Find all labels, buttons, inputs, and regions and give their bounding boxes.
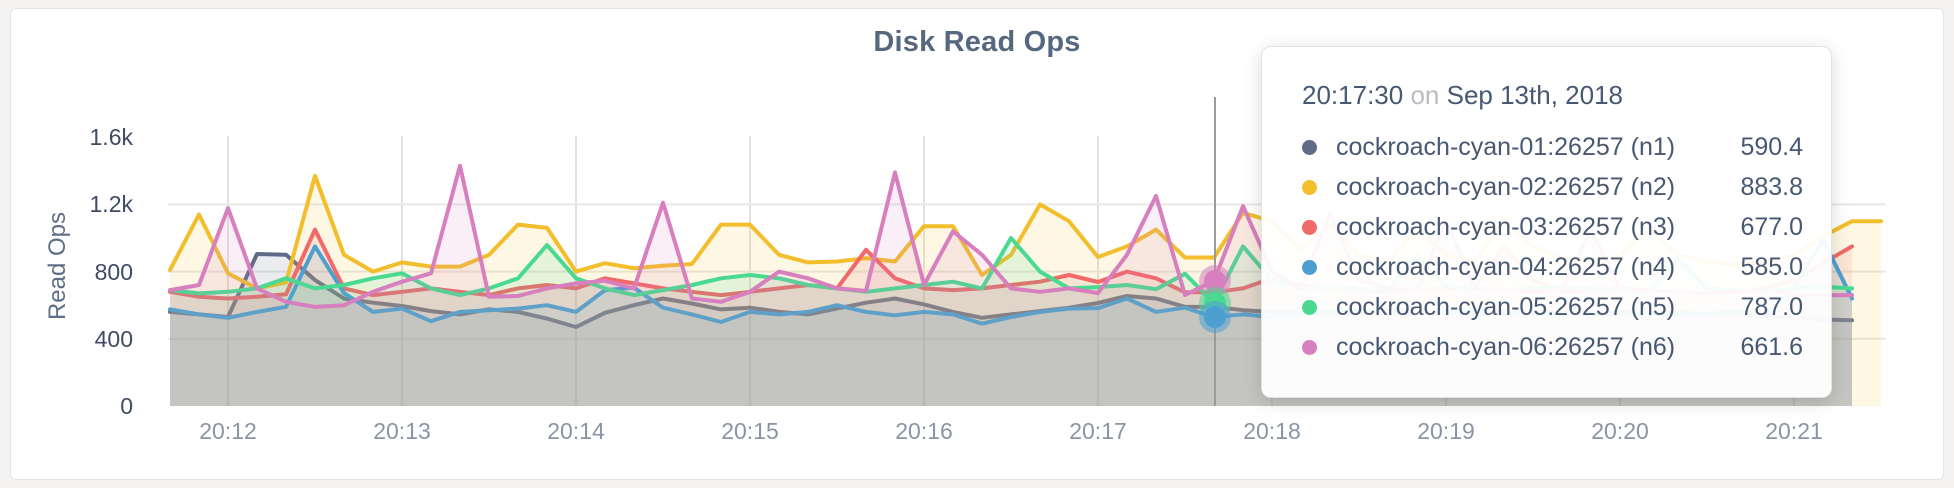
tooltip-rows: cockroach-cyan-01:26257 (n1) 590.4 cockr… <box>1302 127 1803 367</box>
y-tick-0: 0 <box>120 393 133 419</box>
y-tick-400: 400 <box>94 325 133 352</box>
series-color-dot-icon <box>1302 339 1317 355</box>
series-color-dot-icon <box>1302 259 1317 275</box>
series-label: cockroach-cyan-03:26257 (n3) <box>1336 212 1676 241</box>
series-label: cockroach-cyan-02:26257 (n2) <box>1336 172 1676 201</box>
y-tick-800: 800 <box>94 258 133 285</box>
tooltip-series-row: cockroach-cyan-05:26257 (n5) 787.0 <box>1302 287 1803 327</box>
hover-tooltip: 20:17:30 on Sep 13th, 2018 cockroach-cya… <box>1261 46 1832 398</box>
tooltip-header: 20:17:30 on Sep 13th, 2018 <box>1302 77 1803 113</box>
tooltip-conjunction: on <box>1410 80 1440 110</box>
x-tick-20:14: 20:14 <box>547 418 605 444</box>
x-tick-20:13: 20:13 <box>373 418 431 444</box>
tooltip-series-row: cockroach-cyan-06:26257 (n6) 661.6 <box>1302 327 1803 367</box>
y-tick-1.6k: 1.6k <box>89 124 133 151</box>
x-tick-20:17: 20:17 <box>1069 418 1127 444</box>
x-tick-20:21: 20:21 <box>1765 418 1823 444</box>
series-value: 677.0 <box>1740 212 1803 241</box>
tooltip-series-row: cockroach-cyan-03:26257 (n3) 677.0 <box>1302 207 1803 247</box>
series-value: 585.0 <box>1740 252 1803 281</box>
series-label: cockroach-cyan-01:26257 (n1) <box>1336 132 1676 161</box>
series-value: 661.6 <box>1740 332 1803 361</box>
x-tick-20:15: 20:15 <box>721 418 779 444</box>
hover-dot[interactable] <box>1204 306 1226 328</box>
series-color-dot-icon <box>1302 179 1317 195</box>
series-color-dot-icon <box>1302 219 1317 235</box>
tooltip-date: Sep 13th, 2018 <box>1446 80 1623 110</box>
chart-title: Disk Read Ops <box>873 26 1081 58</box>
series-color-dot-icon <box>1302 139 1317 155</box>
tooltip-series-row: cockroach-cyan-01:26257 (n1) 590.4 <box>1302 127 1803 167</box>
series-label: cockroach-cyan-06:26257 (n6) <box>1336 332 1676 361</box>
tooltip-series-row: cockroach-cyan-04:26257 (n4) 585.0 <box>1302 247 1803 287</box>
x-tick-20:18: 20:18 <box>1243 418 1301 444</box>
x-tick-20:12: 20:12 <box>199 418 257 444</box>
tooltip-time: 20:17:30 <box>1302 80 1404 110</box>
hover-dot[interactable] <box>1204 270 1226 292</box>
series-color-dot-icon <box>1302 299 1317 315</box>
x-tick-20:20: 20:20 <box>1591 418 1649 444</box>
x-tick-20:19: 20:19 <box>1417 418 1475 444</box>
x-tick-20:16: 20:16 <box>895 418 953 444</box>
series-value: 590.4 <box>1740 132 1803 161</box>
tooltip-series-row: cockroach-cyan-02:26257 (n2) 883.8 <box>1302 167 1803 207</box>
series-label: cockroach-cyan-04:26257 (n4) <box>1336 252 1676 281</box>
series-value: 883.8 <box>1740 172 1803 201</box>
series-value: 787.0 <box>1740 292 1803 321</box>
y-tick-1.2k: 1.2k <box>89 191 133 218</box>
series-label: cockroach-cyan-05:26257 (n5) <box>1336 292 1676 321</box>
